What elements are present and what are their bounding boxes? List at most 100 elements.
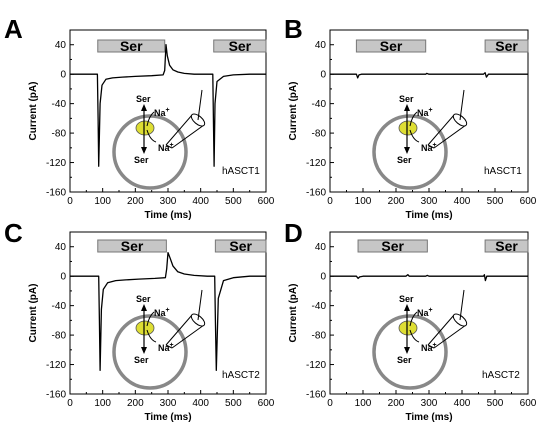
- ser-inside-label: Ser: [397, 155, 412, 165]
- y-tick-label: -40: [52, 99, 67, 110]
- transporter-oval: [398, 120, 418, 136]
- ser-application-bar: [484, 39, 529, 53]
- ser-inside-label: Ser: [134, 155, 149, 165]
- ser-application-bar: [97, 239, 167, 253]
- ser-application-label: Ser: [381, 238, 404, 254]
- ser-application-bar: [355, 39, 427, 53]
- na-flux-arrow: [409, 111, 418, 127]
- x-tick-label: 200: [388, 196, 405, 207]
- patch-pipette: [427, 114, 467, 149]
- na-charge: +: [429, 307, 433, 314]
- x-axis-label: Time (ms): [144, 412, 191, 423]
- current-trace: [330, 274, 528, 282]
- y-tick-label: -40: [52, 301, 67, 312]
- na-flux-arrow: [146, 329, 157, 343]
- pipette-electrode: [197, 89, 203, 121]
- y-tick-label: -160: [46, 188, 66, 199]
- arrowhead-icon: [404, 104, 410, 111]
- y-tick-label: -160: [306, 188, 326, 199]
- y-tick-label: 0: [60, 272, 66, 283]
- isoform-label: hASCT2: [222, 370, 260, 381]
- y-tick-label: -80: [312, 331, 327, 342]
- na-inside-label: Na+: [421, 142, 437, 153]
- arrowhead-icon: [141, 304, 147, 311]
- x-tick-label: 600: [520, 196, 537, 207]
- x-tick-label: 100: [355, 398, 372, 409]
- pipette-tip: [165, 144, 173, 149]
- isoform-label: hASCT2: [482, 370, 520, 381]
- y-tick-label: -120: [306, 360, 326, 371]
- cell-membrane: [372, 114, 448, 190]
- ser-outside-label: Ser: [399, 294, 414, 304]
- pipette-tip: [427, 144, 435, 149]
- ser-application-bar: [357, 239, 428, 253]
- na-outside-label: Na+: [154, 307, 170, 318]
- y-tick-label: -120: [46, 360, 66, 371]
- ser-application-label: Ser: [120, 38, 143, 54]
- na-outside-label: Na+: [417, 307, 433, 318]
- y-tick-label: 40: [315, 242, 327, 253]
- ser-application-bar: [213, 39, 267, 53]
- pipette-electrode: [459, 289, 465, 321]
- arrowhead-icon: [141, 104, 147, 111]
- y-tick-label: -160: [306, 390, 326, 401]
- na-inside-label: Na+: [158, 142, 174, 153]
- panel-letter: D: [284, 218, 303, 248]
- ser-application-bar: [214, 239, 267, 253]
- x-tick-label: 300: [421, 398, 438, 409]
- na-charge: +: [433, 342, 437, 349]
- y-tick-label: -120: [46, 158, 66, 169]
- y-tick-label: -40: [312, 301, 327, 312]
- y-axis-label: Current (pA): [288, 284, 299, 343]
- current-trace: [70, 44, 266, 167]
- x-tick-label: 400: [192, 398, 209, 409]
- x-tick-label: 500: [487, 196, 504, 207]
- na-outside-label: Na+: [154, 107, 170, 118]
- ser-inside-label: Ser: [134, 355, 149, 365]
- y-tick-label: 0: [320, 70, 326, 81]
- x-tick-label: 300: [160, 398, 177, 409]
- pipette-tip: [165, 344, 173, 349]
- pipette-tip: [427, 344, 435, 349]
- y-tick-label: -40: [312, 99, 327, 110]
- x-tick-label: 100: [94, 196, 111, 207]
- x-tick-label: 200: [127, 196, 144, 207]
- na-flux-arrow: [409, 129, 420, 143]
- y-tick-label: -80: [52, 331, 67, 342]
- panel-letter: A: [4, 14, 23, 44]
- ser-application-label: Ser: [495, 38, 518, 54]
- ser-application-label: Ser: [121, 238, 144, 254]
- ser-application-label: Ser: [380, 38, 403, 54]
- x-tick-label: 500: [225, 196, 242, 207]
- x-tick-label: 0: [327, 398, 333, 409]
- x-tick-label: 100: [94, 398, 111, 409]
- y-tick-label: -80: [52, 129, 67, 140]
- y-axis-label: Current (pA): [28, 284, 39, 343]
- ser-outside-label: Ser: [136, 94, 151, 104]
- x-tick-label: 300: [421, 196, 438, 207]
- ser-application-bar: [97, 39, 166, 53]
- transporter-oval: [135, 320, 155, 336]
- arrowhead-icon: [404, 347, 410, 354]
- y-tick-label: 0: [320, 272, 326, 283]
- x-tick-label: 600: [520, 398, 537, 409]
- na-inside-label: Na+: [158, 342, 174, 353]
- patch-pipette: [165, 314, 205, 349]
- y-tick-label: -120: [306, 158, 326, 169]
- transporter-oval: [135, 120, 155, 136]
- isoform-label: hASCT1: [484, 166, 522, 177]
- na-charge: +: [170, 142, 174, 149]
- na-outside-label: Na+: [417, 107, 433, 118]
- y-tick-label: 40: [55, 40, 67, 51]
- x-tick-label: 100: [355, 196, 372, 207]
- na-inside-label: Na+: [421, 342, 437, 353]
- na-charge: +: [166, 307, 170, 314]
